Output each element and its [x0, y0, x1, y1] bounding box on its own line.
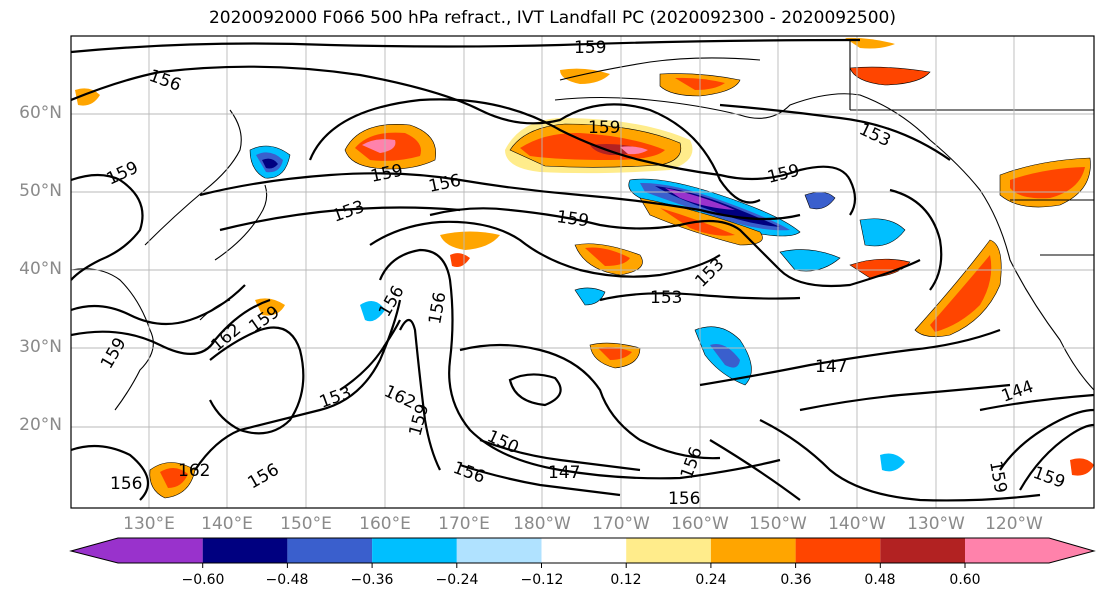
lon-label-140w: 140°W	[828, 514, 886, 534]
colorbar-tick-label: −0.24	[435, 572, 479, 588]
colorbar-swatch	[118, 538, 203, 563]
lon-label-170w: 170°W	[592, 514, 650, 534]
colorbar-swatch	[626, 538, 711, 563]
lon-label-170e: 170°E	[438, 514, 490, 534]
contour-label: 159	[588, 118, 620, 138]
contour-label: 153	[650, 288, 682, 308]
colorbar-tick-label: 0.48	[864, 572, 896, 588]
colorbar-tick-label: 0.60	[949, 572, 981, 588]
lat-label-60n: 60°N	[19, 103, 62, 123]
map-title: 2020092000 F066 500 hPa refract., IVT La…	[208, 8, 896, 28]
lon-label-140e: 140°E	[201, 514, 253, 534]
colorbar-swatch	[795, 538, 881, 563]
lon-label-120w: 120°W	[985, 514, 1043, 534]
lon-label-130w: 130°W	[907, 514, 965, 534]
colorbar-tick-label: 0.24	[695, 572, 727, 588]
colorbar-swatch	[372, 538, 457, 563]
colorbar-swatch	[456, 538, 542, 563]
colorbar-swatch	[287, 538, 373, 563]
lat-label-40n: 40°N	[19, 259, 62, 279]
colorbar-swatch	[710, 538, 796, 563]
contour-label: 162	[178, 461, 210, 481]
contour-label: 159	[555, 207, 590, 231]
lat-label-50n: 50°N	[19, 181, 62, 201]
colorbar-tick-label: −0.36	[350, 572, 394, 588]
colorbar-swatch-max-extend	[1049, 538, 1094, 563]
colorbar-swatch	[202, 538, 288, 563]
colorbar-tick-label: 0.36	[780, 572, 812, 588]
lon-label-150w: 150°W	[749, 514, 807, 534]
lat-label-30n: 30°N	[19, 337, 62, 357]
lon-label-180w: 180°W	[513, 514, 571, 534]
lon-label-160e: 160°E	[359, 514, 411, 534]
colorbar-tick-label: −0.60	[181, 572, 225, 588]
contour-label: 147	[548, 463, 580, 483]
shaded-anomaly-field	[75, 37, 1094, 499]
contour-label: 156	[110, 474, 142, 494]
colorbar-swatch	[541, 538, 627, 563]
lon-label-150e: 150°E	[280, 514, 332, 534]
map-panel: 159 156 159 159 159 156 153 159 153 156 …	[71, 36, 1094, 509]
contour-label: 147	[815, 357, 847, 377]
colorbar-swatch	[965, 538, 1049, 563]
colorbar	[69, 537, 1096, 568]
contour-label: 156	[668, 489, 700, 509]
colorbar-swatch	[880, 538, 965, 563]
contour-label: 159	[574, 38, 606, 58]
colorbar-tick-label: −0.12	[520, 572, 564, 588]
lon-label-160w: 160°W	[671, 514, 729, 534]
colorbar-tick-label: 0.12	[610, 572, 642, 588]
colorbar-tick-label: −0.48	[265, 572, 309, 588]
refractivity-contours	[71, 38, 1094, 502]
map-frame	[70, 35, 1095, 509]
lat-label-20n: 20°N	[19, 415, 62, 435]
colorbar-swatch-min-extend	[71, 538, 118, 563]
lon-label-130e: 130°E	[123, 514, 175, 534]
